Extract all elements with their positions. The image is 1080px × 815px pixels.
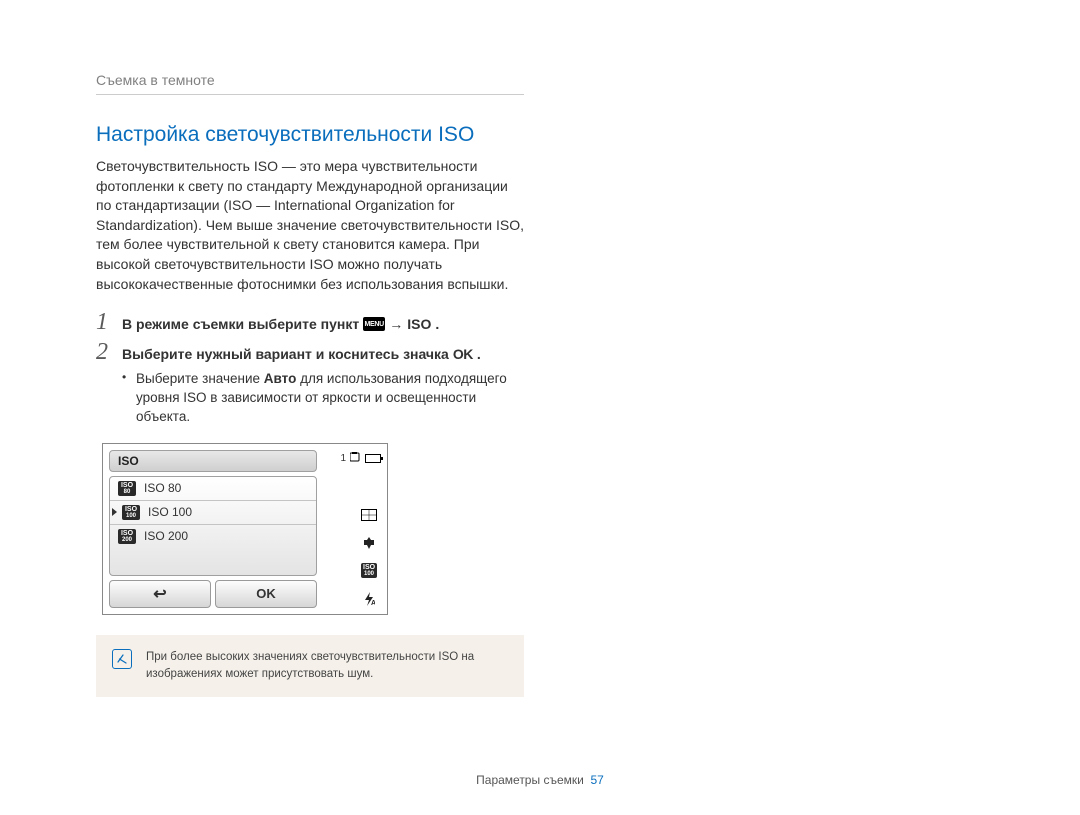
bullet-pre: Выберите значение [136,371,264,386]
iso-chip-icon: ISO200 [118,529,136,544]
camera-iso-item[interactable]: ISO200 ISO 200 [110,525,316,548]
page-footer: Параметры съемки 57 [0,773,1080,787]
bullet-marker: • [122,370,136,427]
camera-iso-item[interactable]: ISO100 ISO 100 [110,501,316,525]
breadcrumb: Съемка в темноте [96,72,524,95]
footer-label: Параметры съемки [476,773,584,787]
step-1-pre: В режиме съемки выберите пункт [122,316,359,332]
iso-chip-icon: ISO100 [122,505,140,520]
step-1-arrow: → [389,316,403,332]
iso-item-label: ISO 200 [144,529,188,543]
menu-icon: MENU [363,317,385,331]
camera-header: ISO [109,450,317,472]
step-2-dot: . [477,346,481,362]
battery-icon [365,454,381,463]
flash-icon: A [361,592,377,606]
bullet-bold: Авто [264,371,297,386]
step-1-number: 1 [96,310,122,334]
camera-screenshot: ISO ISO80 ISO 80 ISO100 ISO 100 ISO200 I… [102,443,388,615]
stabilization-icon [361,536,377,550]
note-text: При более высоких значениях светочувстви… [146,649,508,684]
iso-item-label: ISO 80 [144,481,181,495]
step-2: 2 Выберите нужный вариант и коснитесь зн… [96,340,524,364]
iso-item-label: ISO 100 [148,505,192,519]
back-arrow-icon: ↩ [153,584,166,604]
bullet: • Выберите значение Авто для использован… [122,370,524,427]
step-2-pre: Выберите нужный вариант и коснитесь знач… [122,346,449,362]
section-title: Настройка светочувствительности ISO [96,123,524,147]
camera-status: 1 [325,452,381,465]
memory-icon [350,452,361,465]
step-1-post: ISO [407,316,431,332]
footer-page-number: 57 [591,773,604,787]
step-2-number: 2 [96,340,122,364]
iso-chip-icon: ISO80 [118,481,136,496]
camera-ok-button[interactable]: OK [215,580,317,608]
status-count: 1 [340,453,346,464]
camera-back-button[interactable]: ↩ [109,580,211,608]
resolution-icon [361,508,377,522]
svg-text:A: A [371,600,375,606]
iso-indicator-icon: ISO100 [361,564,377,578]
step-1-dot: . [435,316,439,332]
note-box: При более высоких значениях светочувстви… [96,635,524,698]
note-icon [112,649,132,669]
ok-icon: OK [453,346,473,362]
camera-iso-item[interactable]: ISO80 ISO 80 [110,477,316,501]
intro-text: Светочувствительность ISO — это мера чув… [96,157,524,294]
step-1: 1 В режиме съемки выберите пункт MENU → … [96,310,524,334]
camera-iso-list: ISO80 ISO 80 ISO100 ISO 100 ISO200 ISO 2… [109,476,317,576]
